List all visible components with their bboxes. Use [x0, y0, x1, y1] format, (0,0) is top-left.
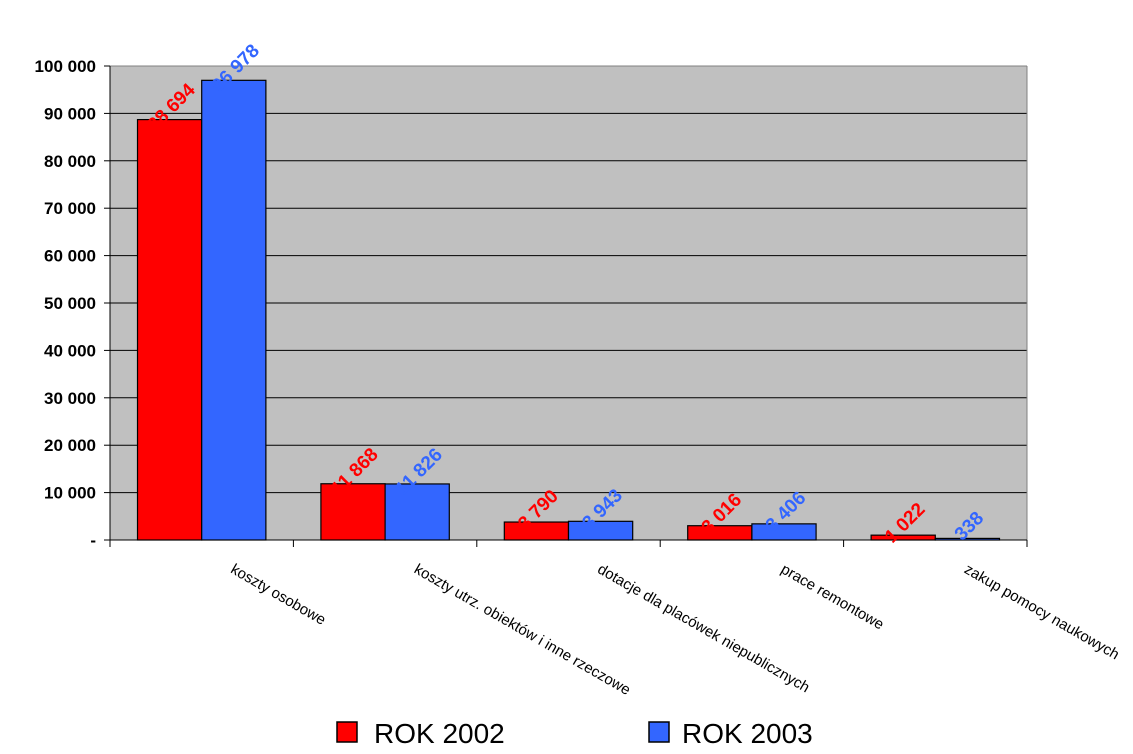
y-tick-label: 90 000: [44, 104, 96, 123]
bars: [136, 79, 1001, 541]
y-tick-label: 50 000: [44, 294, 96, 313]
y-tick-label: 60 000: [44, 247, 96, 266]
y-tick-label: 70 000: [44, 199, 96, 218]
y-tick-label: -: [90, 531, 96, 550]
y-tick-label: 30 000: [44, 389, 96, 408]
legend-label: ROK 2003: [682, 718, 813, 749]
bar: [136, 118, 203, 541]
legend-swatch: [336, 721, 358, 743]
bar: [320, 483, 386, 541]
y-tick-label: 40 000: [44, 341, 96, 360]
x-tick-label: prace remontowe: [778, 561, 887, 634]
y-tick-label: 20 000: [44, 436, 96, 455]
bar: [384, 483, 450, 541]
x-tick-label: koszty osobowe: [228, 561, 329, 629]
x-axis-tick-labels: koszty osobowe koszty utrz. obiektów i in…: [228, 561, 1122, 699]
axes: [104, 65, 1028, 547]
bar: [201, 79, 267, 541]
legend: ROK 2002 ROK 2003: [336, 718, 813, 749]
y-tick-label: 100 000: [35, 57, 96, 76]
x-tick-label: koszty utrz. obiektów i inne rzeczowe: [411, 561, 633, 699]
legend-swatch: [648, 721, 670, 743]
y-axis-tick-labels: - 10 000 20 000 30 000 40 000 50 000 60 000 70 …: [35, 57, 96, 550]
legend-label: ROK 2002: [374, 718, 505, 749]
x-tick-label: dotacje dla placówek niepublicznych: [595, 561, 813, 697]
y-tick-label: 10 000: [44, 484, 96, 503]
x-tick-label: zakup pomocy naukowych: [961, 561, 1122, 664]
y-tick-label: 80 000: [44, 152, 96, 171]
